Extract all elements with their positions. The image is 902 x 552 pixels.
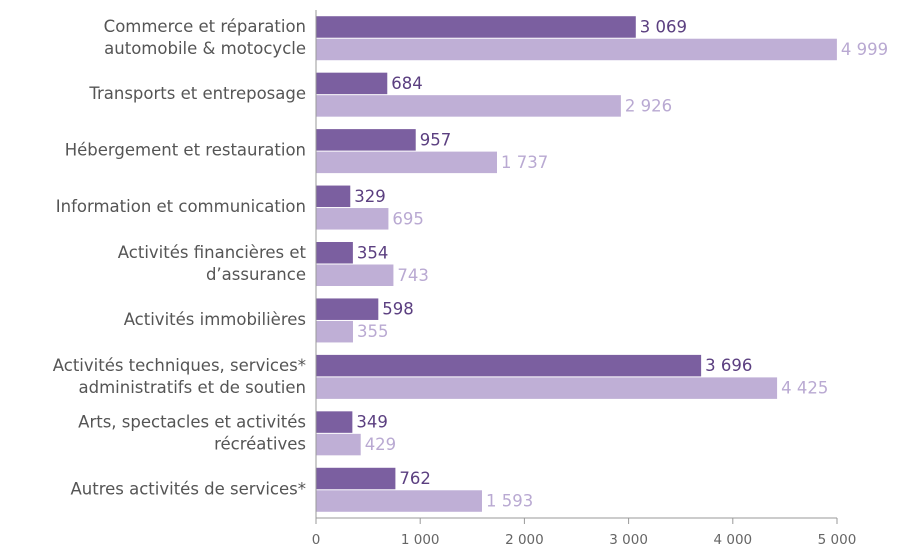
value-label: 598 xyxy=(382,300,414,319)
value-label: 329 xyxy=(354,187,386,206)
bar xyxy=(316,38,837,61)
x-tick-label: 0 xyxy=(312,532,321,548)
value-label: 354 xyxy=(357,243,389,262)
value-label: 349 xyxy=(356,413,388,432)
bar xyxy=(316,433,361,456)
bar xyxy=(316,72,388,95)
bar xyxy=(316,354,702,377)
value-label: 4 425 xyxy=(781,379,828,398)
bar xyxy=(316,264,394,286)
bar xyxy=(316,242,353,264)
value-label: 3 696 xyxy=(705,356,752,375)
value-label: 957 xyxy=(420,130,452,149)
category-label: Activités techniques, services* administr… xyxy=(53,355,306,396)
bar xyxy=(316,95,621,117)
category-label: Activités financières et d’assurance xyxy=(118,243,307,284)
value-label: 695 xyxy=(392,209,424,228)
bar xyxy=(316,298,379,320)
value-label: 2 926 xyxy=(625,96,672,115)
bar xyxy=(316,490,482,512)
x-tick-label: 1 000 xyxy=(401,532,440,548)
bar xyxy=(316,467,396,490)
bar xyxy=(316,129,416,151)
x-tick-label: 3 000 xyxy=(609,532,648,548)
category-label: Information et communication xyxy=(56,197,306,216)
bar xyxy=(316,151,497,174)
value-label: 3 069 xyxy=(640,17,687,36)
bar xyxy=(316,16,636,38)
value-label: 743 xyxy=(397,266,429,285)
category-label: Transports et entreposage xyxy=(88,84,306,103)
value-label: 355 xyxy=(357,322,389,341)
x-tick-label: 5 000 xyxy=(818,532,857,548)
value-label: 4 999 xyxy=(841,40,888,59)
x-tick-label: 2 000 xyxy=(505,532,544,548)
value-label: 429 xyxy=(365,435,397,454)
category-label: Activités immobilières xyxy=(124,310,306,329)
value-label: 1 593 xyxy=(486,492,533,511)
value-label: 684 xyxy=(391,74,423,93)
category-label: Autres activités de services* xyxy=(71,479,307,498)
value-label: 1 737 xyxy=(501,153,548,172)
bar xyxy=(316,320,353,343)
category-label: Arts, spectacles et activités récréatives xyxy=(78,412,306,453)
value-label: 762 xyxy=(399,469,431,488)
bar xyxy=(316,377,778,399)
bar xyxy=(316,208,389,230)
x-tick-label: 4 000 xyxy=(713,532,752,548)
bar xyxy=(316,411,353,433)
bar xyxy=(316,185,351,208)
category-label: Hébergement et restauration xyxy=(65,141,306,160)
category-label: Commerce et réparation automobile & motoc… xyxy=(104,17,306,58)
